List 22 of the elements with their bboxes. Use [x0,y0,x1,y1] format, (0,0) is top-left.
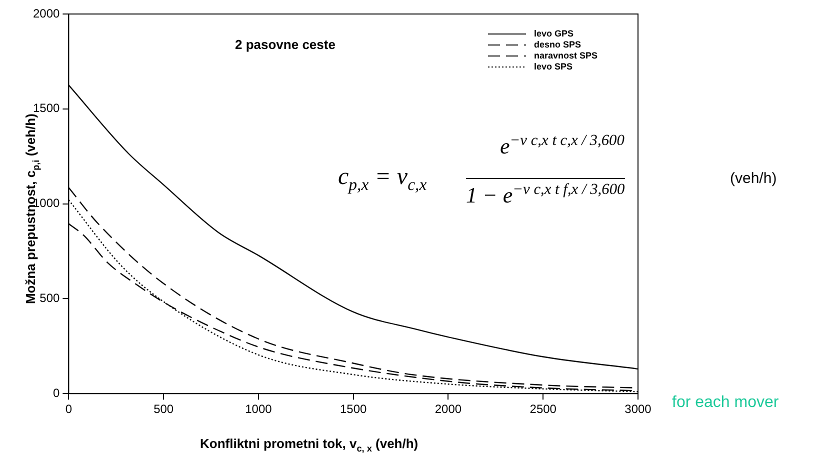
annotation: c$_{p,x}$ = v$_{c,x}$ [338,164,427,195]
x-tick-label: 1000 [245,402,272,416]
x-tick-label: 500 [154,402,174,416]
y-tick-label: 500 [40,291,60,306]
text: (veh/h) [730,170,777,187]
legend-label: desno SPS [534,39,582,50]
text: 2 pasovne ceste [235,37,336,52]
y-tick-label: 0 [53,386,60,400]
x-tick-label: 2500 [530,402,557,416]
annotation: e$^{−v c,x t c,x / 3,600}$ [500,132,624,160]
legend-label: naravnost SPS [534,50,598,60]
y-tick-label: 2000 [32,6,60,20]
x-tick-label: 2000 [434,402,462,416]
y-tick-label: 1500 [32,101,60,116]
legend-label: levo SPS [534,61,573,72]
x-tick-label: 3000 [624,402,652,416]
x-tick-label: 1500 [340,402,368,416]
text: for each mover [672,394,779,412]
annotation: 1 − e$^{−v c,x t f,x / 3,600}$ [466,178,625,208]
x-tick-label: 0 [65,402,72,416]
legend-label: levo GPS [534,28,574,38]
x-axis-title: Konfliktni prometni tok, v$_{c, x}$ (veh/h) [200,436,418,454]
